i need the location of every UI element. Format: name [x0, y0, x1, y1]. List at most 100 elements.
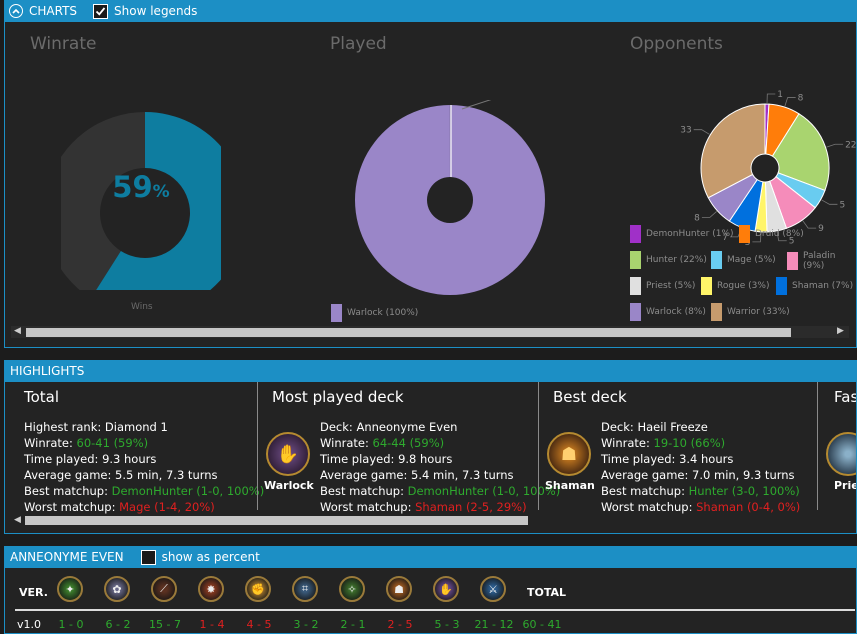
label: Highest rank:	[24, 420, 105, 434]
charts-header: CHARTS Show legends	[4, 0, 857, 22]
total-rank: Highest rank: Diamond 1	[24, 420, 168, 434]
opponents-legend-item: Hunter (22%)	[630, 251, 707, 269]
header-divider	[15, 609, 855, 611]
demonhunter-icon: ✧	[339, 576, 365, 602]
value: 3.4 hours	[679, 452, 734, 466]
label: Winrate:	[601, 436, 654, 450]
highlights-header: HIGHLIGHTS	[4, 360, 857, 382]
opponents-legend-item: Priest (5%)	[630, 277, 695, 295]
played-legend: Warlock (100%)	[331, 304, 418, 322]
opponents-value-label: 5	[789, 237, 795, 247]
opponents-value-label: 8	[798, 94, 804, 104]
rogue-icon: ⟋	[151, 576, 177, 602]
paladin-icon: ✊	[245, 576, 271, 602]
hunter-icon: ✦	[57, 576, 83, 602]
scroll-left-arrow-icon[interactable]: ◀	[14, 515, 21, 525]
best-deck-class: Shaman	[545, 479, 595, 492]
show-legends-label[interactable]: Show legends	[114, 4, 198, 18]
opponents-chart-title: Opponents	[630, 34, 723, 54]
highlights-header-label: HIGHLIGHTS	[10, 364, 85, 378]
priest-swatch	[630, 277, 641, 295]
label: Winrate:	[24, 436, 77, 450]
opponents-legend-label: Shaman (7%)	[792, 281, 854, 291]
scroll-left-arrow-icon[interactable]: ◀	[14, 326, 21, 336]
show-percent-label[interactable]: show as percent	[161, 550, 260, 564]
total-column-header: TOTAL	[527, 586, 567, 599]
priest-icon: ✿	[104, 576, 130, 602]
value: Shaman (2-5, 29%)	[415, 500, 527, 514]
opponents-legend-item: Druid (8%)	[739, 225, 804, 243]
winrate-chart-title: Winrate	[30, 34, 97, 54]
highlights-body: Total Highest rank: Diamond 1 Winrate: 6…	[4, 382, 857, 534]
opponents-legend-label: Druid (8%)	[755, 229, 804, 239]
label: Deck:	[320, 420, 357, 434]
total-winrate: Winrate: 60-41 (59%)	[24, 436, 148, 450]
matchup-cell: 4 - 5	[246, 618, 272, 631]
most-played-best-matchup: Best matchup: DemonHunter (1-0, 100%)	[320, 484, 560, 498]
label-leader-line	[701, 211, 717, 218]
warlock-icon: ✋	[433, 576, 459, 602]
matchup-cell: 3 - 2	[293, 618, 319, 631]
matchup-cell: 5 - 3	[434, 618, 460, 631]
highlight-total: Total Highest rank: Diamond 1 Winrate: 6…	[5, 382, 264, 514]
label: Time played:	[320, 452, 399, 466]
value: 64-44 (59%)	[372, 436, 445, 450]
matchup-cell: 6 - 2	[105, 618, 131, 631]
best-deck-title: Best deck	[553, 388, 627, 406]
opponents-value-label: 8	[694, 213, 700, 223]
played-chart: 101	[355, 100, 545, 295]
total-best-matchup: Best matchup: DemonHunter (1-0, 100%)	[24, 484, 264, 498]
mage-swatch	[711, 251, 722, 269]
opponents-legend-item: Mage (5%)	[711, 251, 776, 269]
warlock-swatch	[331, 304, 342, 322]
total-time: Time played: 9.3 hours	[24, 452, 156, 466]
best-deck-winrate: Winrate: 19-10 (66%)	[601, 436, 725, 450]
winrate-center-label: 59%	[101, 170, 181, 204]
ver-column-header: VER.	[19, 586, 48, 599]
demonhunter-swatch	[630, 225, 641, 243]
best-deck-time: Time played: 3.4 hours	[601, 452, 733, 466]
scroll-right-arrow-icon[interactable]: ▶	[837, 326, 844, 336]
matchup-cell: 2 - 1	[340, 618, 366, 631]
shaman-class-icon: ☗	[547, 432, 591, 476]
charts-horizontal-scrollbar[interactable]: ◀ ▶	[11, 326, 849, 338]
total-cell: 60 - 41	[522, 618, 562, 631]
value: 7.0 min, 9.3 turns	[692, 468, 795, 482]
collapse-charts-button[interactable]	[9, 4, 23, 18]
highlight-total-title: Total	[24, 388, 60, 406]
opponents-legend-label: Hunter (22%)	[646, 255, 707, 265]
most-played-winrate: Winrate: 64-44 (59%)	[320, 436, 444, 450]
matchup-cell: 15 - 7	[149, 618, 181, 631]
most-played-average: Average game: 5.4 min, 7.3 turns	[320, 468, 514, 482]
opponents-legend-label: Rogue (3%)	[717, 281, 770, 291]
shaman-swatch	[776, 277, 787, 295]
opponents-value-label: 22	[845, 140, 856, 150]
opponents-slice-hunter	[771, 113, 830, 192]
opponents-legend-label: Warrior (33%)	[727, 307, 790, 317]
highlights-scroll-thumb[interactable]	[25, 516, 528, 525]
label-leader-line	[821, 199, 838, 205]
show-legends-checkbox[interactable]	[93, 3, 109, 19]
charts-section: CHARTS Show legends Winrate Played Oppon…	[4, 0, 857, 348]
label-leader-line	[693, 129, 710, 135]
opponents-legend-label: Mage (5%)	[727, 255, 776, 265]
winrate-legend-wins: Wins	[131, 302, 153, 312]
paladin-swatch	[787, 252, 798, 270]
best-deck-best-matchup: Best matchup: Hunter (3-0, 100%)	[601, 484, 800, 498]
shaman-icon: ☗	[386, 576, 412, 602]
warlock-class-icon: ✋	[266, 432, 310, 476]
rogue-swatch	[701, 277, 712, 295]
value: Diamond 1	[104, 420, 168, 434]
opponents-legend-item: Warrior (33%)	[711, 303, 790, 321]
highlights-horizontal-scrollbar[interactable]: ◀	[11, 514, 535, 526]
most-played-worst-matchup: Worst matchup: Shaman (2-5, 29%)	[320, 500, 527, 514]
matchup-cell: 1 - 0	[58, 618, 84, 631]
charts-scroll-thumb[interactable]	[26, 328, 791, 337]
deck-header-label: ANNEONYME EVEN	[10, 550, 124, 564]
label-leader-line	[461, 100, 492, 110]
show-percent-checkbox[interactable]	[140, 549, 156, 565]
opponents-legend-label: Paladin (9%)	[803, 251, 836, 271]
label: Worst matchup:	[320, 500, 416, 514]
opponents-value-label: 9	[818, 224, 824, 234]
most-played-time: Time played: 9.8 hours	[320, 452, 452, 466]
